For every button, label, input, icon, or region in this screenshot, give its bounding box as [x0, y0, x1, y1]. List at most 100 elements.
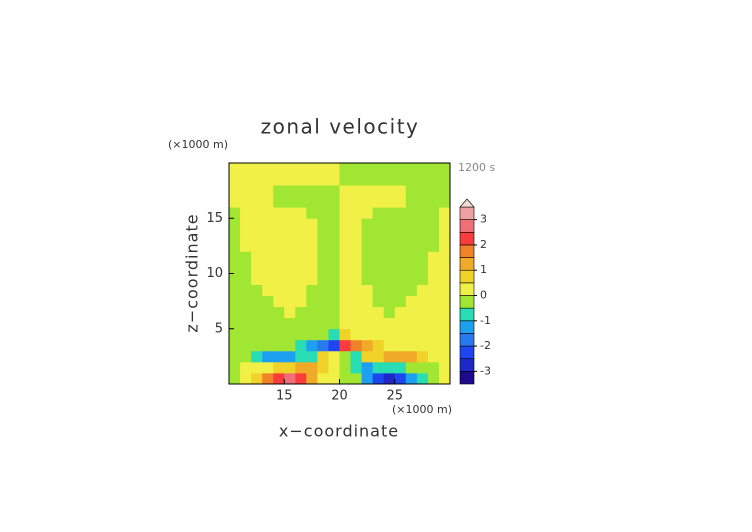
- field-cell: [405, 207, 418, 219]
- field-cell: [262, 207, 274, 219]
- field-cell: [229, 317, 241, 330]
- colorbar-bin: [459, 219, 475, 233]
- field-cell: [416, 372, 429, 385]
- field-cell: [427, 240, 440, 252]
- field-cell: [361, 273, 374, 285]
- field-cell: [383, 262, 396, 274]
- field-cell: [306, 273, 318, 285]
- field-cell: [273, 306, 285, 319]
- field-cell: [284, 284, 296, 296]
- field-cell: [383, 185, 396, 197]
- field-cell: [273, 174, 285, 186]
- field-cell: [350, 251, 362, 263]
- field-cell: [372, 240, 385, 252]
- field-cell: [251, 295, 263, 308]
- field-cell: [295, 163, 307, 175]
- field-cell: [240, 207, 252, 219]
- field-cell: [394, 251, 407, 263]
- field-cell: [295, 295, 307, 308]
- field-cell: [251, 361, 263, 374]
- field-cell: [394, 306, 407, 319]
- field-cell: [383, 229, 396, 241]
- field-cell: [306, 361, 318, 374]
- field-cell: [438, 262, 451, 274]
- field-cell: [295, 207, 307, 219]
- field-cell: [229, 240, 241, 252]
- field-cell: [405, 196, 418, 208]
- field-cell: [372, 328, 385, 341]
- colorbar-bin: [459, 295, 475, 309]
- field-cell: [240, 174, 252, 186]
- colorbar-bin: [459, 307, 475, 322]
- field-cell: [240, 218, 252, 230]
- field-cell: [273, 196, 285, 208]
- field-cell: [240, 163, 252, 175]
- field-cell: [262, 284, 274, 296]
- field-cell: [328, 295, 340, 308]
- field-cell: [229, 163, 241, 175]
- field-cell: [427, 251, 440, 263]
- colorbar-bin: [459, 358, 475, 372]
- field-cell: [350, 240, 362, 252]
- field-cell: [240, 328, 252, 341]
- field-cell: [427, 218, 440, 230]
- field-cell: [383, 284, 396, 296]
- field-cell: [240, 240, 252, 252]
- field-cell: [306, 372, 318, 385]
- field-cell: [383, 207, 396, 219]
- field-cell: [240, 196, 252, 208]
- field-cell: [405, 163, 418, 175]
- field-cell: [317, 262, 329, 274]
- field-cell: [427, 174, 440, 186]
- field-cell: [361, 350, 374, 363]
- field-cell: [405, 218, 418, 230]
- field-cell: [328, 361, 340, 374]
- field-cell: [229, 306, 241, 319]
- field-cell: [361, 306, 374, 319]
- field-cell: [383, 317, 396, 330]
- field-cell: [339, 207, 351, 219]
- field-cell: [240, 372, 252, 385]
- field-cell: [306, 317, 318, 330]
- field-cell: [427, 163, 440, 175]
- field-cell: [273, 251, 285, 263]
- field-cell: [372, 284, 385, 296]
- field-cell: [273, 163, 285, 175]
- field-cell: [405, 229, 418, 241]
- colorbar-bin: [459, 371, 475, 385]
- field-cell: [317, 361, 329, 374]
- field-cell: [339, 372, 351, 385]
- field-cell: [416, 361, 429, 374]
- field-cell: [262, 350, 274, 363]
- field-cell: [284, 317, 296, 330]
- field-cell: [383, 174, 396, 186]
- field-cell: [416, 350, 429, 363]
- field-cell: [317, 328, 329, 341]
- field-cell: [229, 273, 241, 285]
- field-cell: [416, 251, 429, 263]
- field-cell: [383, 240, 396, 252]
- field-cell: [416, 174, 429, 186]
- field-cell: [405, 372, 418, 385]
- field-cell: [273, 295, 285, 308]
- colorbar-tick-label: -2: [480, 339, 491, 352]
- field-cell: [273, 229, 285, 241]
- field-cell: [295, 372, 307, 385]
- field-cell: [361, 328, 374, 341]
- field-cell: [372, 361, 385, 374]
- field-cell: [306, 229, 318, 241]
- field-cell: [240, 229, 252, 241]
- field-cell: [394, 240, 407, 252]
- field-cell: [350, 185, 362, 197]
- field-cell: [339, 240, 351, 252]
- field-cell: [229, 262, 241, 274]
- field-cell: [405, 339, 418, 352]
- field-cell: [350, 361, 362, 374]
- field-cell: [416, 295, 429, 308]
- field-cell: [350, 174, 362, 186]
- field-cell: [273, 207, 285, 219]
- field-cell: [284, 229, 296, 241]
- field-cell: [317, 295, 329, 308]
- field-cell: [383, 251, 396, 263]
- field-cell: [372, 306, 385, 319]
